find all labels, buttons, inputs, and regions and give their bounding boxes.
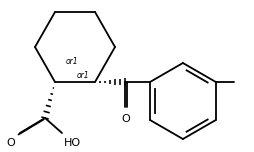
Text: HO: HO [64, 138, 81, 148]
Text: or1: or1 [77, 71, 89, 81]
Text: O: O [122, 114, 130, 124]
Text: or1: or1 [66, 57, 78, 67]
Text: O: O [6, 138, 15, 148]
